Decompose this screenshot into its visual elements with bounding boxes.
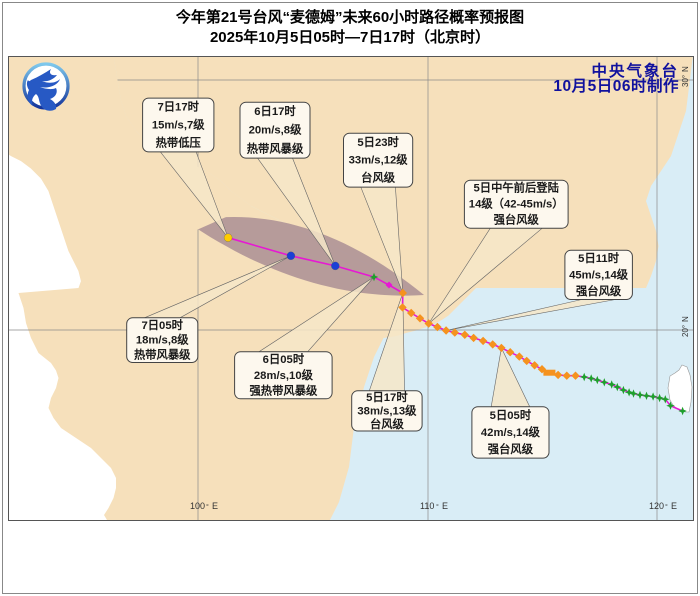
- svg-text:10月5日06时制作: 10月5日06时制作: [553, 76, 679, 95]
- svg-text:°: °: [206, 503, 209, 511]
- svg-text:°: °: [665, 503, 668, 511]
- svg-text:强台风级: 强台风级: [494, 213, 540, 227]
- svg-text:N: N: [681, 66, 690, 72]
- svg-text:5日11时: 5日11时: [578, 251, 620, 265]
- svg-text:5日17时: 5日17时: [366, 390, 408, 404]
- svg-text:6日05时: 6日05时: [263, 352, 305, 366]
- svg-text:110: 110: [420, 501, 434, 511]
- svg-text:E: E: [671, 501, 677, 511]
- svg-text:42m/s,14级: 42m/s,14级: [481, 425, 541, 439]
- svg-text:6日17时: 6日17时: [254, 104, 296, 118]
- svg-text:18m/s,8级: 18m/s,8级: [136, 333, 189, 347]
- svg-text:28m/s,10级: 28m/s,10级: [254, 368, 314, 382]
- svg-text:45m/s,14级: 45m/s,14级: [569, 267, 629, 281]
- svg-text:热带风暴级: 热带风暴级: [247, 141, 304, 155]
- svg-text:30°: 30°: [681, 75, 690, 87]
- svg-text:热带低压: 热带低压: [156, 135, 202, 149]
- svg-text:°: °: [436, 503, 439, 511]
- svg-text:14级（42-45m/s）: 14级（42-45m/s）: [469, 197, 564, 211]
- svg-text:E: E: [442, 501, 448, 511]
- svg-text:E: E: [212, 501, 218, 511]
- svg-text:7日17时: 7日17时: [157, 100, 199, 114]
- svg-text:5日23时: 5日23时: [357, 135, 399, 149]
- svg-text:N: N: [681, 316, 690, 322]
- svg-text:强热带风暴级: 强热带风暴级: [250, 383, 318, 397]
- svg-text:120: 120: [649, 501, 664, 511]
- svg-text:33m/s,12级: 33m/s,12级: [349, 153, 409, 167]
- svg-text:100: 100: [190, 501, 205, 511]
- svg-text:7日05时: 7日05时: [141, 318, 183, 332]
- svg-text:15m/s,7级: 15m/s,7级: [152, 118, 205, 132]
- svg-text:38m/s,13级: 38m/s,13级: [357, 403, 417, 417]
- svg-text:强台风级: 强台风级: [488, 442, 534, 456]
- svg-text:5日中午前后登陆: 5日中午前后登陆: [474, 181, 560, 195]
- svg-text:20m/s,8级: 20m/s,8级: [249, 123, 302, 137]
- svg-text:强台风级: 强台风级: [576, 284, 622, 298]
- svg-text:热带风暴级: 热带风暴级: [134, 348, 191, 362]
- svg-text:5日05时: 5日05时: [490, 408, 532, 422]
- svg-text:20°: 20°: [681, 325, 690, 337]
- svg-text:台风级: 台风级: [361, 171, 396, 185]
- svg-text:台风级: 台风级: [370, 417, 405, 431]
